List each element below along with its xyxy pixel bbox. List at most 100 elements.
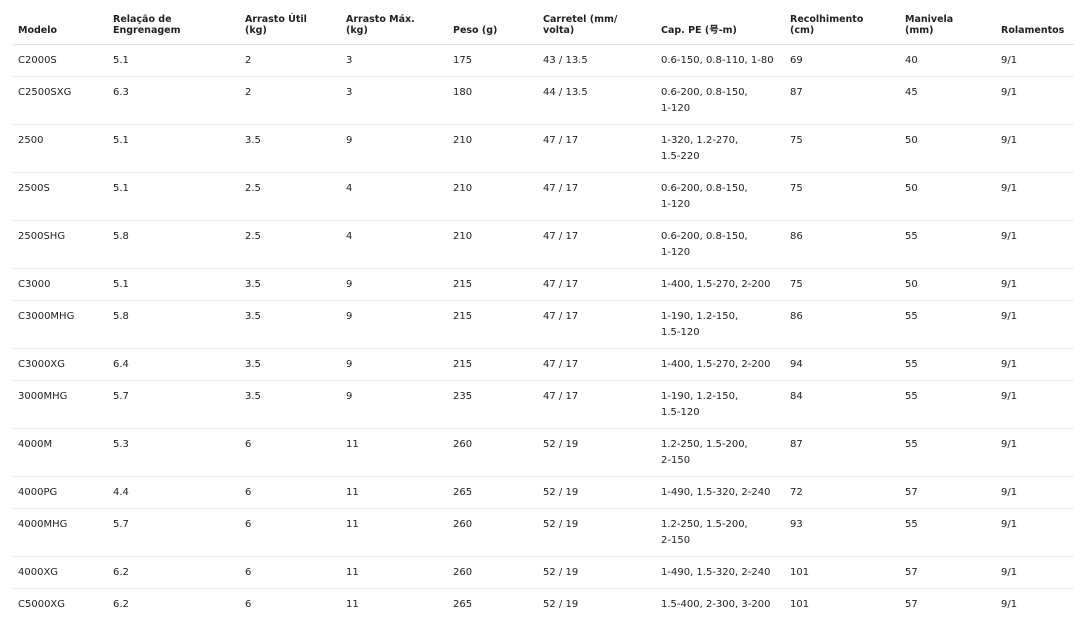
cell-text: 6 [245,438,252,450]
cell-text: 215 [453,310,473,322]
cell-text: 5.1 [113,182,129,194]
table-cell: 2500SHG [12,220,107,269]
table-cell: 75 [784,124,899,173]
cell-text: 52 / 19 [543,566,579,578]
header-text: Arrasto Máx. [346,13,415,25]
table-cell: 265 [447,588,537,620]
cell-text: 9/1 [1001,54,1018,66]
table-cell: 47 / 17 [537,380,655,429]
table-cell: 9/1 [995,172,1074,221]
cell-text: 11 [346,566,359,578]
table-cell: 2 [239,44,340,77]
spec-table: Modelo Relação de Engrenagem Arrasto Útil (k… [12,0,1074,620]
table-cell: 55 [899,220,995,269]
cell-text: 6.2 [113,566,129,578]
cell-text: 1.5-400, 2-300, 3-200 [661,598,771,610]
table-cell: C3000XG [12,348,107,381]
header-text: Manivela [905,13,954,25]
table-cell: 47 / 17 [537,300,655,349]
cell-text: 55 [905,230,918,242]
table-cell: 6.3 [107,76,239,125]
cell-text: 84 [790,390,803,402]
cell-text: 9/1 [1001,598,1018,610]
table-cell: 11 [340,508,447,557]
cell-text: 43 / 13.5 [543,54,588,66]
header-text: volta) [543,24,575,36]
cell-text: 4000MHG [18,518,68,530]
cell-text: 52 / 19 [543,518,579,530]
table-cell: 260 [447,428,537,477]
header-text: (cm) [790,24,815,36]
cell-text: 52 / 19 [543,598,579,610]
table-cell: 9/1 [995,556,1074,589]
table-cell: 47 / 17 [537,348,655,381]
cell-text: 47 / 17 [543,230,579,242]
table-cell: 9/1 [995,508,1074,557]
table-cell: 9 [340,348,447,381]
cell-text: 47 / 17 [543,310,579,322]
table-cell: 86 [784,300,899,349]
cell-text: 50 [905,182,918,194]
table-cell: 50 [899,268,995,301]
table-cell: 180 [447,76,537,125]
cell-text: 101 [790,566,810,578]
table-cell: 4 [340,220,447,269]
cell-text: 2500 [18,134,44,146]
table-cell: 6 [239,508,340,557]
cell-text: 44 / 13.5 [543,86,588,98]
table-cell: 210 [447,220,537,269]
table-cell: 9/1 [995,76,1074,125]
table-cell: 4000M [12,428,107,477]
table-row: C3000XG 6.4 3.5 9 215 47 / 17 1-400, 1.5-270, … [12,348,1074,381]
table-row: C3000MHG 5.8 3.5 9 215 47 / 17 1-190, 1.2-150,… [12,300,1074,349]
column-header: Arrasto Útil (kg) [239,0,340,45]
cell-text: 1-490, 1.5-320, 2-240 [661,486,771,498]
cell-text: 1-120 [661,198,691,210]
table-cell: 6.4 [107,348,239,381]
table-cell: 57 [899,556,995,589]
cell-text: 57 [905,566,918,578]
cell-text: 47 / 17 [543,278,579,290]
cell-text: 1-490, 1.5-320, 2-240 [661,566,771,578]
cell-text: 4000M [18,438,53,450]
cell-text: 2.5 [245,230,261,242]
cell-text: 3 [346,54,353,66]
table-cell: 69 [784,44,899,77]
cell-text: 3000MHG [18,390,68,402]
cell-text: 9/1 [1001,566,1018,578]
cell-text: 3.5 [245,390,261,402]
cell-text: 0.6-150, 0.8-110, 1-80 [661,54,774,66]
table-cell: 215 [447,300,537,349]
cell-text: 9 [346,134,353,146]
table-cell: 11 [340,556,447,589]
table-cell: C5000XG [12,588,107,620]
table-cell: 2.5 [239,220,340,269]
table-cell: 9/1 [995,44,1074,77]
column-header: Peso (g) [447,0,537,45]
table-cell: 1.2-250, 1.5-200, 2-150 [655,428,784,477]
table-cell: 9/1 [995,300,1074,349]
cell-text: 2-150 [661,454,691,466]
table-cell: 210 [447,172,537,221]
table-cell: 57 [899,588,995,620]
table-cell: 45 [899,76,995,125]
cell-text: 6.3 [113,86,129,98]
table-cell: 47 / 17 [537,172,655,221]
cell-text: 50 [905,278,918,290]
table-cell: 3.5 [239,268,340,301]
table-cell: C3000MHG [12,300,107,349]
table-cell: 55 [899,348,995,381]
cell-text: 47 / 17 [543,182,579,194]
cell-text: 2 [245,86,252,98]
cell-text: 210 [453,230,473,242]
cell-text: 1-400, 1.5-270, 2-200 [661,278,771,290]
cell-text: 9/1 [1001,182,1018,194]
table-row: 2500 5.1 3.5 9 210 47 / 17 1-320, 1.2-270, 1.5-… [12,124,1074,173]
cell-text: 0.6-200, 0.8-150, [661,230,748,242]
cell-text: 9 [346,310,353,322]
table-cell: 43 / 13.5 [537,44,655,77]
table-cell: C2500SXG [12,76,107,125]
table-cell: 2.5 [239,172,340,221]
table-cell: 3000MHG [12,380,107,429]
cell-text: 9/1 [1001,390,1018,402]
